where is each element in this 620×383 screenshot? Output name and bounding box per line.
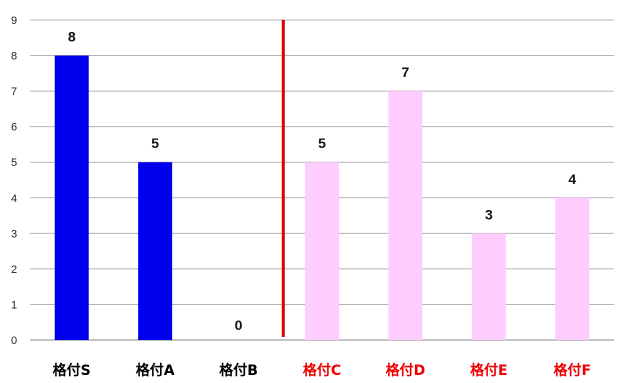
y-tick-label: 8 — [11, 51, 17, 63]
data-labels: 8 5 0 5 7 3 4 — [68, 29, 577, 333]
data-label: 5 — [318, 135, 326, 151]
category-label: 格付S — [53, 362, 91, 379]
y-tick-label: 1 — [11, 299, 17, 311]
data-label: 7 — [402, 64, 410, 80]
y-tick-label: 4 — [11, 193, 17, 205]
y-tick-label: 5 — [11, 157, 17, 169]
bar — [471, 233, 506, 340]
y-tick-label: 7 — [11, 86, 17, 98]
data-label: 8 — [68, 29, 76, 45]
y-tick-label: 2 — [11, 264, 17, 276]
y-tick-label: 6 — [11, 122, 17, 134]
y-tick-label: 3 — [11, 228, 17, 240]
category-label: 格付D — [386, 362, 426, 379]
bar — [388, 91, 423, 340]
bar — [555, 197, 590, 340]
data-label: 5 — [151, 135, 159, 151]
bars — [54, 55, 590, 341]
bar — [54, 55, 89, 341]
y-tick-label: 0 — [11, 335, 17, 347]
category-label: 格付C — [303, 362, 341, 379]
category-label: 格付F — [553, 362, 591, 379]
y-tick-label: 9 — [11, 15, 17, 27]
bar — [305, 162, 339, 340]
bar — [138, 162, 173, 340]
category-label: 格付E — [470, 362, 508, 379]
category-labels: 格付S 格付A 格付B 格付C 格付D 格付E 格付F — [53, 362, 591, 379]
category-label: 格付B — [219, 362, 258, 379]
data-label: 4 — [568, 171, 576, 187]
data-label: 0 — [235, 317, 243, 333]
category-label: 格付A — [136, 362, 175, 379]
data-label: 3 — [485, 206, 493, 222]
y-axis-ticks: 0 1 2 3 4 5 6 7 8 9 — [11, 15, 17, 347]
